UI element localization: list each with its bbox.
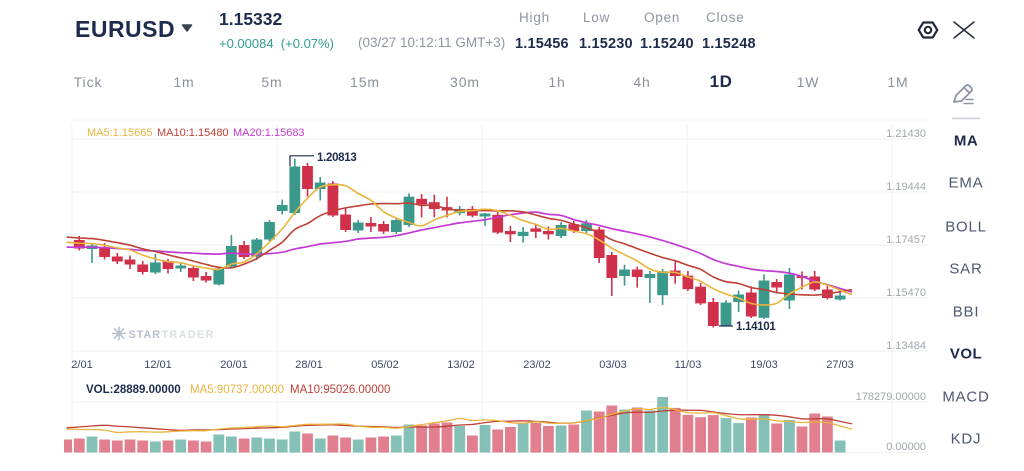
- svg-text:28/01: 28/01: [295, 359, 323, 371]
- svg-text:1.13484: 1.13484: [886, 340, 926, 352]
- svg-text:19/03: 19/03: [750, 359, 778, 371]
- svg-text:11/03: 11/03: [675, 359, 702, 371]
- svg-text:MA10:95026.00000: MA10:95026.00000: [290, 384, 390, 396]
- svg-text:1.21430: 1.21430: [886, 128, 926, 140]
- svg-text:MA5:1.15665: MA5:1.15665: [87, 127, 152, 139]
- svg-text:MA10:1.15480: MA10:1.15480: [157, 127, 229, 139]
- svg-text:03/03: 03/03: [599, 359, 627, 371]
- svg-text:13/02: 13/02: [447, 359, 475, 371]
- svg-text:MA5:90737.00000: MA5:90737.00000: [190, 384, 284, 396]
- svg-text:27/03: 27/03: [826, 359, 854, 371]
- svg-text:STAR: STAR: [129, 329, 161, 341]
- svg-text:20/01: 20/01: [220, 359, 248, 371]
- svg-text:VOL:28889.00000: VOL:28889.00000: [86, 384, 181, 396]
- svg-text:1.19444: 1.19444: [886, 181, 926, 193]
- svg-text:1.20813: 1.20813: [317, 152, 356, 164]
- svg-text:1.14101: 1.14101: [736, 321, 776, 333]
- svg-text:TRADER: TRADER: [162, 329, 215, 341]
- svg-text:05/02: 05/02: [371, 359, 399, 371]
- svg-text:1.15470: 1.15470: [886, 287, 926, 299]
- svg-text:1.17457: 1.17457: [886, 234, 926, 246]
- svg-text:2/01: 2/01: [71, 359, 92, 371]
- svg-text:12/01: 12/01: [144, 359, 172, 371]
- svg-text:23/02: 23/02: [523, 359, 551, 371]
- svg-text:0.00000: 0.00000: [886, 441, 926, 453]
- svg-text:178279.00000: 178279.00000: [856, 391, 926, 403]
- svg-text:MA20:1.15683: MA20:1.15683: [233, 127, 305, 139]
